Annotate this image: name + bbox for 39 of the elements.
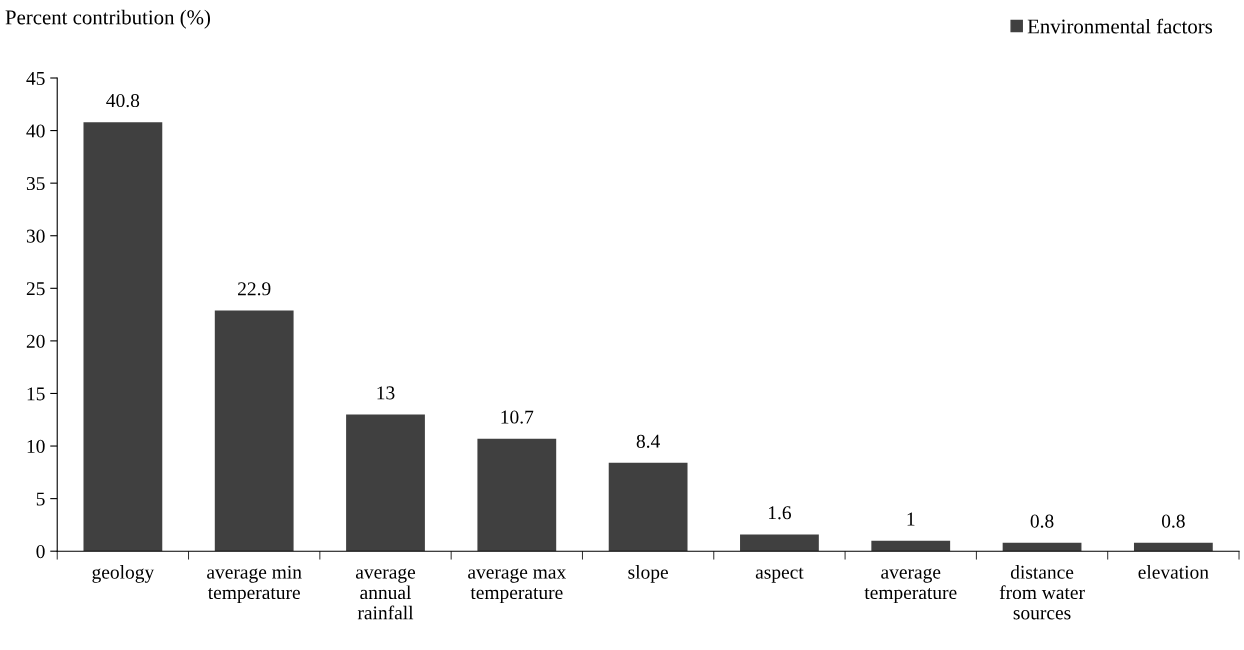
data-label: 13	[377, 386, 395, 400]
data-label: 10.7	[501, 410, 534, 424]
data-label: 0.8	[1030, 514, 1054, 528]
y-tick-label: 10	[27, 439, 45, 453]
y-tick-label: 0	[36, 545, 45, 559]
x-tick-label: aspect	[755, 567, 804, 583]
y-tick-label: 15	[27, 387, 45, 401]
x-tick-label: average max temperature	[468, 568, 566, 604]
y-tick-label: 25	[26, 282, 45, 296]
bar	[871, 540, 951, 552]
x-tick-label: average temperature	[864, 568, 957, 604]
bar	[214, 310, 294, 552]
x-tick-label: distance from water sources	[999, 565, 1085, 620]
bar	[477, 438, 557, 552]
data-label: 40.8	[106, 93, 140, 108]
bar	[1002, 542, 1082, 552]
x-tick-label: elevation	[1138, 565, 1209, 579]
bar	[83, 122, 163, 552]
bar	[608, 462, 688, 552]
bar	[346, 414, 425, 552]
y-tick-label: 45	[26, 71, 45, 85]
y-tick-label: 40	[26, 124, 45, 138]
x-tick-label: slope	[628, 565, 668, 583]
x-tick-label: geology	[92, 565, 155, 583]
data-label: 1.6	[768, 506, 792, 520]
legend-label: Environmental factors	[1027, 18, 1213, 34]
data-label: 22.9	[238, 282, 271, 296]
y-tick-label: 30	[26, 229, 45, 243]
y-tick-label: 35	[26, 177, 45, 191]
x-tick-label: average min temperature	[207, 565, 302, 604]
bar	[740, 534, 819, 552]
y-tick-label: 5	[36, 492, 45, 506]
data-label: 1	[907, 512, 915, 526]
x-tick-label: average annual rainfall	[355, 568, 416, 620]
data-label: 0.8	[1161, 514, 1185, 528]
y-tick-label: 20	[26, 334, 45, 348]
bar	[1133, 542, 1213, 552]
y-axis-title: Percent contribution (%)	[5, 9, 211, 29]
data-label: 8.4	[636, 434, 660, 448]
